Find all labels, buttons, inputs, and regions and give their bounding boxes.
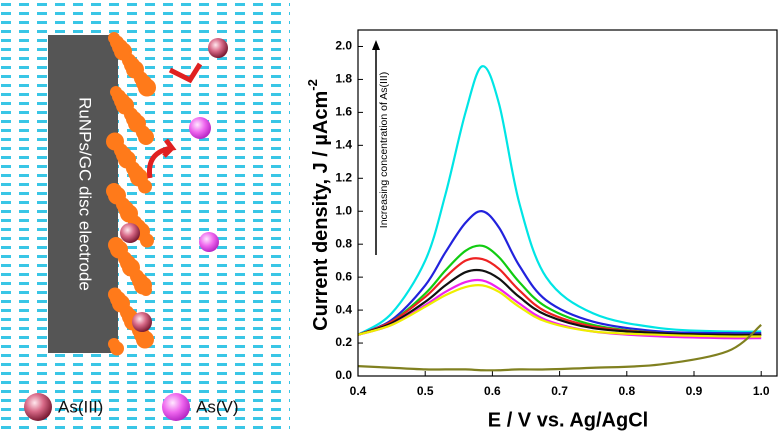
x-tick-label: 0.5 <box>417 384 434 398</box>
x-tick-label: 1.0 <box>753 384 770 398</box>
nanoparticle <box>140 234 154 248</box>
y-tick-label: 0.8 <box>335 236 352 250</box>
y-label-text: Current density, J / µAcm <box>310 91 332 331</box>
y-tick-label: 0.0 <box>335 368 352 382</box>
y-tick-label: 0.2 <box>335 335 352 349</box>
y-tick-label: 0.4 <box>335 302 352 316</box>
as3-particle <box>120 223 140 243</box>
x-axis-label: E / V vs. Ag/AgCl <box>488 409 648 431</box>
y-tick-label: 2.0 <box>335 39 352 53</box>
nanoparticle <box>138 129 154 145</box>
as5-particle <box>189 117 211 139</box>
y-tick-label: 1.0 <box>335 203 352 217</box>
legend-label: As(V) <box>196 397 239 416</box>
y-tick-label: 1.4 <box>335 138 352 152</box>
y-tick-label: 1.6 <box>335 105 352 119</box>
x-tick-label: 0.4 <box>350 384 367 398</box>
nanoparticle <box>138 79 156 97</box>
legend-label: As(III) <box>58 397 103 416</box>
y-axis-label: Current density, J / µAcm-2 <box>305 79 332 331</box>
x-tick-label: 0.8 <box>618 384 635 398</box>
as5-legend-icon <box>162 393 190 421</box>
as3-legend-icon <box>24 393 52 421</box>
nanoparticle <box>136 331 154 349</box>
chart: Current density, J / µAcm-2 E / V vs. Ag… <box>305 30 777 431</box>
y-tick-label: 1.8 <box>335 72 352 86</box>
x-tick-label: 0.7 <box>551 384 568 398</box>
nanoparticle <box>110 342 124 356</box>
y-tick-label: 1.2 <box>335 170 352 184</box>
as5-particle <box>199 232 219 252</box>
nanoparticle <box>140 284 152 296</box>
annotation: Increasing concentration of As(III) <box>378 72 390 228</box>
schematic: RuNPs/GC disc electrode As(III) As(V) <box>0 0 290 435</box>
y-label-superscript: -2 <box>305 79 320 91</box>
x-tick-label: 0.6 <box>484 384 501 398</box>
plot-frame <box>358 30 777 376</box>
graphical-abstract: RuNPs/GC disc electrode As(III) As(V) Cu… <box>0 0 782 435</box>
as3-particle <box>132 312 152 332</box>
y-tick-label: 0.6 <box>335 269 352 283</box>
as3-particle <box>208 38 228 58</box>
nanoparticle <box>138 180 152 194</box>
solution <box>0 0 290 435</box>
data-line <box>358 246 761 335</box>
electrode-label: RuNPs/GC disc electrode <box>76 97 95 291</box>
x-tick-label: 0.9 <box>686 384 703 398</box>
annotation-arrowhead <box>372 40 380 50</box>
